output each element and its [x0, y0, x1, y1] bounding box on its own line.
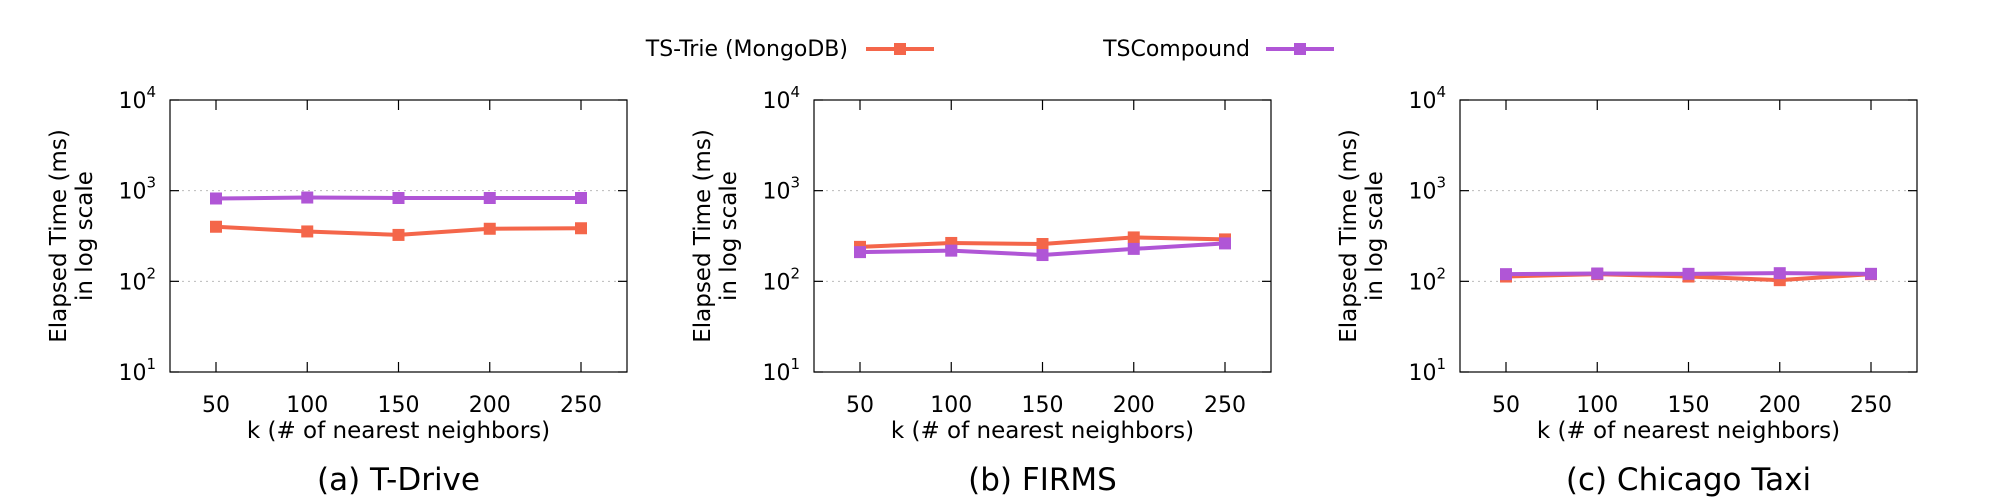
panel-caption: (a) T-Drive — [317, 462, 480, 498]
data-point — [392, 228, 405, 241]
legend-item: TS-Trie (MongoDB) — [645, 37, 934, 62]
data-point — [1500, 268, 1512, 281]
y-tick-label: 101 — [762, 355, 800, 386]
x-tick-label: 200 — [1759, 393, 1801, 418]
y-tick-label: 102 — [118, 264, 156, 295]
data-point — [1682, 267, 1695, 280]
legend-label: TS-Trie (MongoDB) — [645, 37, 848, 62]
data-point — [301, 225, 314, 238]
series — [854, 237, 1231, 262]
x-tick-label: 50 — [846, 393, 874, 418]
y-tick-label: 103 — [762, 174, 800, 205]
data-point — [854, 246, 866, 259]
data-point — [1036, 249, 1049, 262]
chart-panels: 101 102 103 104 50 100 150 200 250 k (# of neares… — [46, 83, 1918, 498]
x-tick-label: 100 — [1576, 393, 1618, 418]
chart-panel: 101 102 103 104 50 100 150 200 250 k (# of neares… — [690, 83, 1272, 498]
x-axis-label: k (# of nearest neighbors) — [891, 418, 1194, 444]
x-axis-label: k (# of nearest neighbors) — [247, 418, 550, 444]
data-point — [1591, 267, 1604, 280]
x-tick-label: 50 — [202, 393, 230, 418]
data-point — [210, 220, 222, 233]
y-axis-label-secondary: in log scale — [716, 171, 742, 301]
data-point — [1219, 237, 1231, 250]
x-tick-label: 150 — [1668, 393, 1710, 418]
x-tick-label: 250 — [560, 393, 602, 418]
data-point — [301, 191, 314, 204]
data-point — [1036, 238, 1049, 251]
chart-panel: 101 102 103 104 50 100 150 200 250 k (# of neares… — [1336, 83, 1918, 498]
y-tick-label: 104 — [762, 83, 800, 114]
legend-label: TSCompound — [1102, 37, 1250, 62]
y-tick-label: 104 — [1408, 83, 1446, 114]
data-point — [483, 222, 496, 235]
data-point — [1127, 242, 1140, 255]
data-point — [945, 244, 958, 257]
y-axis-label: Elapsed Time (ms) — [1336, 129, 1362, 343]
panel-caption: (c) Chicago Taxi — [1566, 462, 1811, 498]
legend: TS-Trie (MongoDB) TSCompound — [645, 37, 1334, 62]
y-tick-label: 102 — [1408, 264, 1446, 295]
data-point — [1127, 231, 1140, 244]
y-tick-label: 101 — [118, 355, 156, 386]
x-tick-label: 200 — [1113, 393, 1155, 418]
y-axis-label: Elapsed Time (ms) — [46, 129, 72, 343]
data-point — [1773, 267, 1786, 280]
data-point — [483, 192, 496, 205]
y-tick-label: 103 — [1408, 174, 1446, 205]
y-axis-label-secondary: in log scale — [72, 171, 98, 301]
legend-marker — [894, 43, 906, 55]
y-tick-label: 103 — [118, 174, 156, 205]
series — [210, 191, 587, 205]
x-tick-label: 150 — [378, 393, 420, 418]
legend-item: TSCompound — [1102, 37, 1334, 62]
data-point — [392, 192, 405, 205]
x-tick-label: 100 — [286, 393, 328, 418]
x-tick-label: 200 — [469, 393, 511, 418]
chart-panel: 101 102 103 104 50 100 150 200 250 k (# of neares… — [46, 83, 628, 498]
y-tick-label: 101 — [1408, 355, 1446, 386]
x-tick-label: 250 — [1204, 393, 1246, 418]
data-point — [210, 192, 222, 205]
x-tick-label: 50 — [1492, 393, 1520, 418]
series — [1500, 267, 1877, 281]
plot-frame — [1459, 99, 1918, 373]
y-axis-label: Elapsed Time (ms) — [690, 129, 716, 343]
x-tick-label: 100 — [930, 393, 972, 418]
x-tick-label: 150 — [1022, 393, 1064, 418]
plot-frame — [813, 99, 1272, 373]
legend-marker — [1294, 43, 1306, 55]
series — [210, 220, 587, 241]
x-axis-label: k (# of nearest neighbors) — [1537, 418, 1840, 444]
data-point — [575, 222, 587, 235]
panel-caption: (b) FIRMS — [968, 462, 1117, 498]
y-axis-label-secondary: in log scale — [1362, 171, 1388, 301]
x-tick-label: 250 — [1850, 393, 1892, 418]
y-tick-label: 102 — [762, 264, 800, 295]
data-point — [1865, 267, 1877, 280]
data-point — [575, 192, 587, 205]
y-tick-label: 104 — [118, 83, 156, 114]
